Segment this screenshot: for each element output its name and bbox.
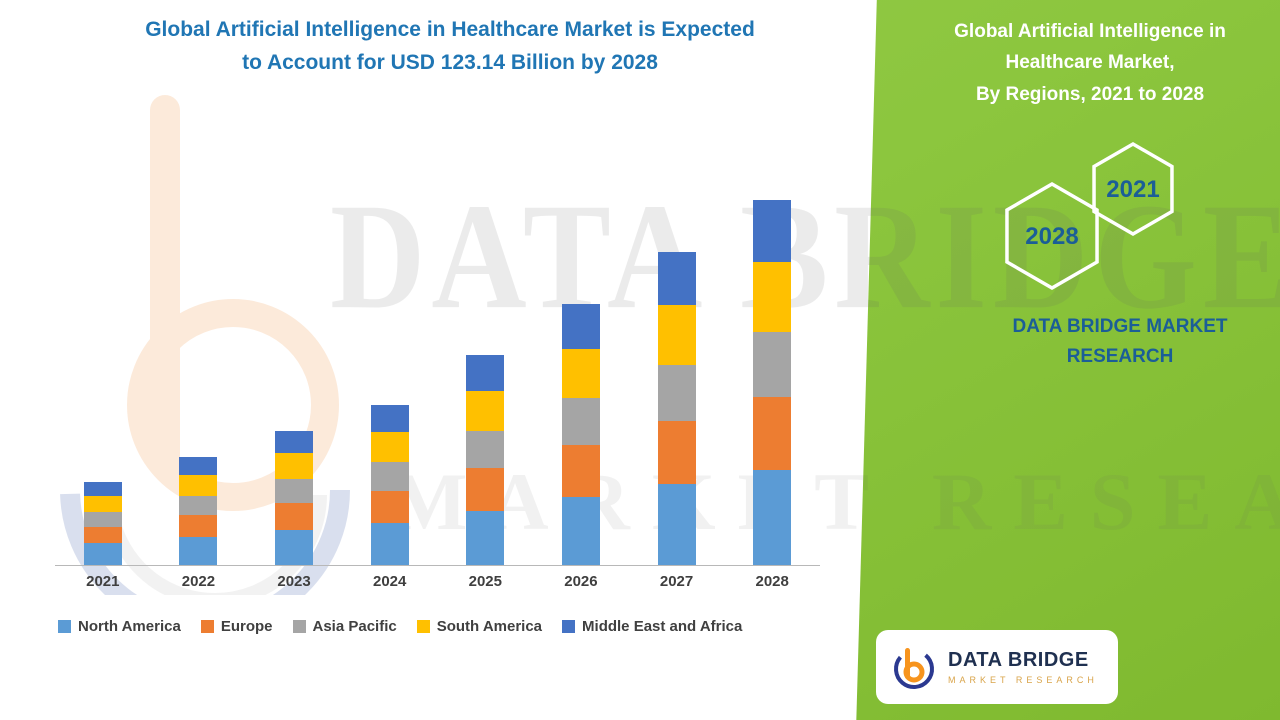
bar-segment-north-america-2026	[561, 497, 600, 565]
legend-item-north-america: North America	[58, 618, 181, 635]
x-axis-label-2026: 2026	[564, 573, 598, 590]
bar-segment-middle-east-and-africa-2026	[561, 304, 600, 349]
hexagon-year-back: 2021	[1106, 176, 1159, 203]
bar-segment-north-america-2024	[370, 523, 409, 565]
bar-segment-north-america-2025	[466, 510, 505, 565]
logo-brand-name: DATA BRIDGE	[948, 649, 1089, 672]
legend-item-south-america: South America	[416, 618, 543, 635]
x-axis-labels: 2021 2022 2023 2024 2025 2026 2027 2028	[55, 573, 820, 590]
bar-segment-south-america-2023	[275, 453, 314, 479]
bar-segment-south-america-2027	[657, 305, 696, 365]
bar-segment-asia-pacific-2025	[466, 430, 505, 469]
hexagon-year-front: 2028	[1025, 223, 1078, 250]
bar-segment-asia-pacific-2026	[561, 398, 600, 446]
bar-segment-europe-2024	[370, 491, 409, 524]
stacked-bar-chart-plot	[55, 180, 820, 566]
chart-title-line2: to Account for USD 123.14 Billion by 202…	[242, 50, 658, 74]
bar-segment-middle-east-and-africa-2028	[753, 200, 792, 263]
side-panel-title-line3: By Regions, 2021 to 2028	[975, 83, 1205, 105]
side-panel-title-line1: Global Artificial Intelligence in	[954, 21, 1226, 42]
side-panel-title: Global Artificial Intelligence in Health…	[915, 16, 1265, 110]
bar-segment-asia-pacific-2023	[275, 478, 314, 504]
bar-segment-europe-2025	[466, 468, 505, 511]
x-axis-label-2023: 2023	[277, 573, 311, 590]
hexagon-2021	[1092, 141, 1174, 237]
legend-label: Asia Pacific	[312, 618, 397, 635]
legend-label: South America	[436, 618, 543, 635]
bar-segment-south-america-2021	[83, 496, 122, 513]
chart-title-line1: Global Artificial Intelligence in Health…	[145, 18, 755, 41]
bar-2024	[370, 404, 409, 565]
x-axis-label-2021: 2021	[86, 573, 120, 590]
bar-2023	[275, 430, 314, 565]
legend-label: Europe	[220, 618, 273, 635]
bar-segment-europe-2027	[657, 421, 696, 484]
bar-segment-south-america-2026	[561, 348, 600, 399]
side-panel-title-line2: Healthcare Market,	[1005, 52, 1175, 74]
logo-texts: DATA BRIDGE MARKET RESEARCH	[948, 648, 1098, 686]
chart-title: Global Artificial Intelligence in Health…	[30, 14, 870, 79]
legend-swatch	[200, 620, 214, 633]
bar-segment-north-america-2021	[83, 543, 122, 565]
chart-legend: North America Europe Asia Pacific South Ame…	[58, 618, 742, 635]
bar-2028	[753, 200, 792, 565]
bar-segment-south-america-2024	[370, 431, 409, 463]
bar-segment-middle-east-and-africa-2023	[275, 430, 314, 454]
bar-segment-south-america-2025	[466, 390, 505, 431]
year-hexagons: 2021 2028	[1005, 141, 1174, 291]
x-axis-label-2028: 2028	[755, 573, 789, 590]
legend-item-europe: Europe	[200, 618, 273, 635]
bar-segment-europe-2023	[275, 503, 314, 531]
bar-segment-europe-2026	[561, 445, 600, 498]
brand-text-line2: RESEARCH	[1066, 346, 1174, 368]
bar-segment-asia-pacific-2028	[753, 331, 792, 398]
bar-segment-asia-pacific-2024	[370, 462, 409, 492]
legend-swatch	[416, 620, 430, 633]
x-axis-label-2022: 2022	[181, 573, 216, 590]
bar-segment-middle-east-and-africa-2021	[83, 482, 122, 497]
bar-segment-north-america-2027	[657, 483, 696, 565]
bar-segment-north-america-2023	[275, 530, 314, 565]
bar-2026	[561, 304, 600, 565]
x-axis-label-2024: 2024	[373, 573, 407, 590]
bar-segment-asia-pacific-2022	[179, 495, 218, 516]
bar-2022	[179, 457, 218, 565]
bar-segment-north-america-2028	[753, 470, 792, 565]
x-axis-label-2027: 2027	[659, 573, 694, 590]
bar-segment-middle-east-and-africa-2024	[370, 404, 409, 432]
bar-2021	[83, 482, 122, 565]
logo-card: DATA BRIDGE MARKET RESEARCH	[876, 630, 1118, 704]
legend-swatch	[292, 620, 306, 633]
bar-segment-north-america-2022	[179, 536, 218, 565]
bar-segment-middle-east-and-africa-2022	[179, 457, 218, 476]
x-axis-label-2025: 2025	[468, 573, 502, 590]
legend-label: Middle East and Africa	[582, 618, 743, 635]
databridge-logo-icon	[894, 648, 934, 689]
bar-segment-europe-2021	[83, 526, 122, 544]
legend-swatch	[58, 620, 71, 633]
brand-text: DATA BRIDGE MARKET RESEARCH	[950, 312, 1280, 373]
bar-segment-asia-pacific-2027	[657, 364, 696, 422]
legend-item-middle-east-and-africa: Middle East and Africa	[562, 618, 742, 635]
brand-text-line1: DATA BRIDGE MARKET	[1012, 316, 1228, 337]
bar-2027	[657, 252, 696, 565]
bar-segment-middle-east-and-africa-2025	[466, 354, 505, 391]
bar-segment-south-america-2022	[179, 475, 218, 496]
bar-segment-asia-pacific-2021	[83, 512, 122, 527]
bar-segment-south-america-2028	[753, 262, 792, 332]
legend-swatch	[562, 620, 576, 633]
legend-item-asia-pacific: Asia Pacific	[292, 618, 397, 635]
bar-segment-europe-2028	[753, 397, 792, 471]
hexagon-2028	[1005, 181, 1099, 291]
logo-tagline: MARKET RESEARCH	[948, 675, 1098, 686]
bar-segment-europe-2022	[179, 515, 218, 537]
bar-2025	[466, 354, 505, 565]
legend-label: North America	[78, 618, 181, 635]
bar-segment-middle-east-and-africa-2027	[657, 252, 696, 306]
